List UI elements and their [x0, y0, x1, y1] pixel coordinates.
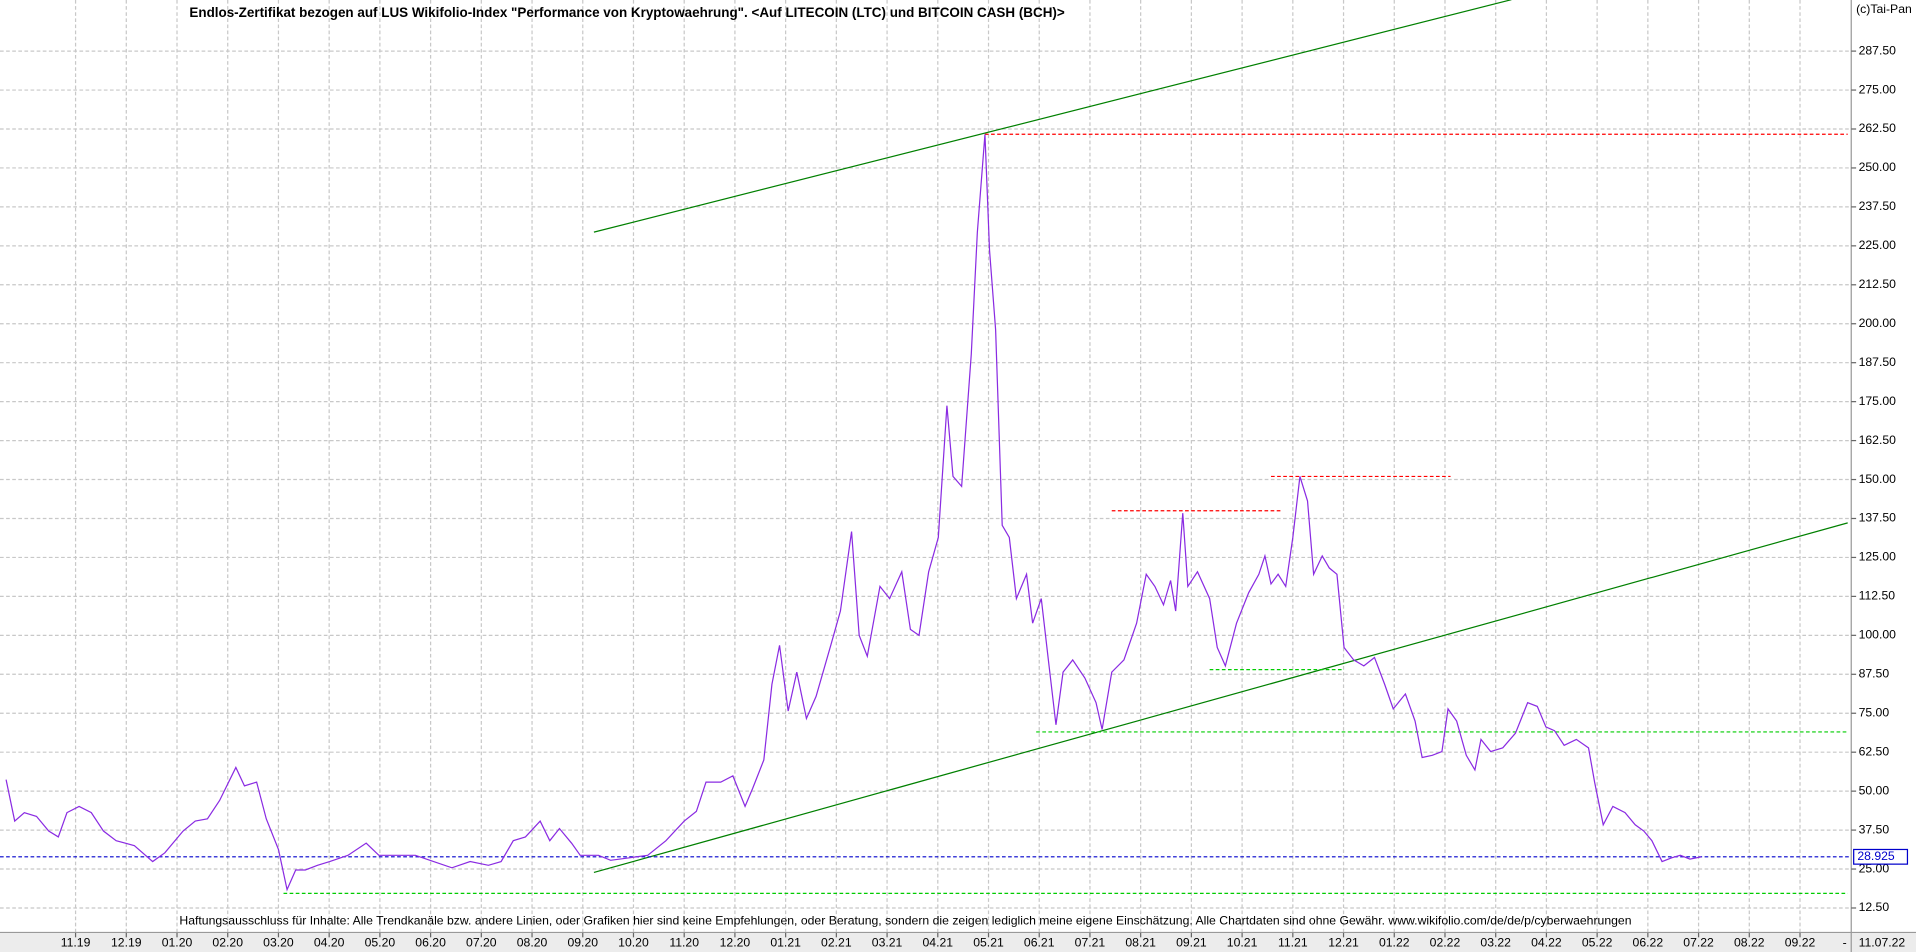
y-tick-label: 75.00 [1859, 705, 1890, 719]
x-tick-label: 11.20 [669, 936, 699, 950]
y-tick-label: 25.00 [1859, 861, 1890, 875]
x-tick-label: 06.22 [1633, 936, 1664, 950]
copyright: (c)Tai-Pan [1856, 2, 1912, 16]
x-tick-label: 04.21 [923, 936, 954, 950]
y-tick-label: 175.00 [1859, 394, 1897, 408]
x-tick-label: 05.22 [1582, 936, 1613, 950]
date-label: 11.07.22 [1859, 936, 1906, 950]
x-tick-label: 03.21 [872, 936, 903, 950]
x-tick-label: 02.20 [212, 936, 243, 950]
x-tick-label: 12.21 [1328, 936, 1359, 950]
x-tick-label: 10.21 [1227, 936, 1258, 950]
current-value-label: 28.925 [1857, 849, 1895, 863]
x-tick-label: 12.20 [720, 936, 751, 950]
y-tick-label: 287.50 [1859, 43, 1897, 57]
x-axis-band [0, 932, 1916, 952]
y-tick-label: 200.00 [1859, 316, 1897, 330]
x-tick-label: 10.20 [618, 936, 649, 950]
footnote: Haftungsausschluss für Inhalte: Alle Tre… [179, 914, 1631, 928]
y-tick-label: 112.50 [1859, 589, 1896, 603]
x-tick-label: 08.22 [1734, 936, 1765, 950]
y-tick-label: 225.00 [1859, 238, 1897, 252]
grid [0, 0, 1852, 933]
x-tick-label: 07.20 [466, 936, 497, 950]
y-tick-label: 137.50 [1859, 511, 1897, 525]
x-tick-label: 01.21 [770, 936, 801, 950]
separator: - [1843, 936, 1847, 950]
x-tick-label: 11.19 [61, 936, 91, 950]
trend-line [593, 0, 1512, 233]
x-tick-label: 07.21 [1075, 936, 1106, 950]
x-tick-label: 06.20 [415, 936, 446, 950]
x-tick-label: 07.22 [1683, 936, 1714, 950]
x-tick-label: 12.19 [111, 936, 142, 950]
y-tick-label: 250.00 [1859, 160, 1897, 174]
chart-title: Endlos-Zertifikat bezogen auf LUS Wikifo… [189, 5, 1064, 20]
x-tick-label: 11.21 [1278, 936, 1308, 950]
y-tick-label: 100.00 [1859, 628, 1897, 642]
x-tick-label: 04.22 [1531, 936, 1562, 950]
x-tick-label: 04.20 [314, 936, 345, 950]
y-tick-label: 62.50 [1859, 744, 1890, 758]
x-tick-label: 09.22 [1785, 936, 1816, 950]
y-tick-label: 187.50 [1859, 355, 1897, 369]
y-tick-label: 37.50 [1859, 822, 1890, 836]
current-value-box [1853, 848, 1909, 865]
y-tick-label: 275.00 [1859, 82, 1897, 96]
trend-line [593, 522, 1848, 874]
x-tick-label: 01.22 [1379, 936, 1410, 950]
x-tick-label: 03.22 [1480, 936, 1511, 950]
y-tick-label: 150.00 [1859, 472, 1897, 486]
x-tick-label: 02.22 [1430, 936, 1461, 950]
y-tick-label: 12.50 [1859, 900, 1890, 914]
y-tick-label: 212.50 [1859, 277, 1897, 291]
x-tick-label: 01.20 [162, 936, 193, 950]
x-tick-label: 09.21 [1176, 936, 1207, 950]
annotations [0, 0, 1852, 894]
x-tick-label: 08.21 [1125, 936, 1156, 950]
x-tick-label: 03.20 [263, 936, 294, 950]
x-tick-label: 05.20 [365, 936, 396, 950]
labels: 12.50 25.00 37.50 50.00 62.50 75.00 87.50 100.0… [61, 43, 1909, 950]
marks [5, 134, 1702, 892]
x-tick-label: 09.20 [567, 936, 598, 950]
y-tick-label: 162.50 [1859, 433, 1897, 447]
y-tick-label: 262.50 [1859, 121, 1897, 135]
price-line [5, 134, 1702, 892]
y-tick-label: 87.50 [1859, 667, 1890, 681]
y-tick-label: 125.00 [1859, 550, 1897, 564]
x-tick-label: 05.21 [973, 936, 1004, 950]
x-tick-label: 08.20 [517, 936, 548, 950]
y-tick-label: 50.00 [1859, 783, 1890, 797]
x-tick-label: 06.21 [1024, 936, 1055, 950]
y-tick-label: 237.50 [1859, 199, 1897, 213]
x-tick-label: 02.21 [821, 936, 852, 950]
